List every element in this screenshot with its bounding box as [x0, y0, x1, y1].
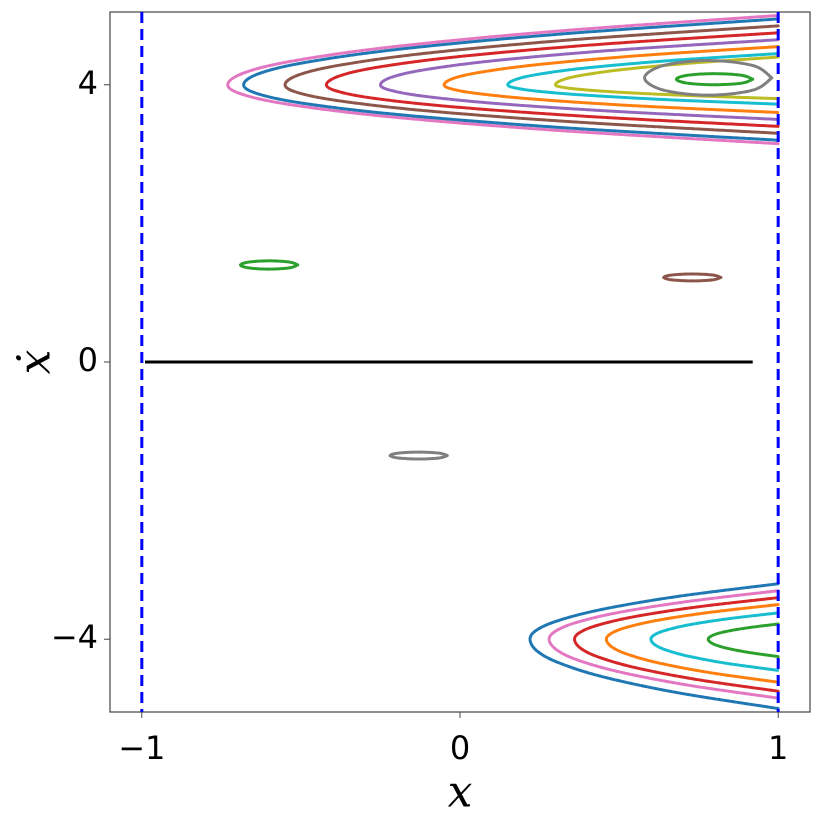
orbit-curve	[604, 603, 780, 684]
orbit-curve	[553, 55, 780, 101]
orbit-curve	[442, 45, 780, 114]
orbit-curve	[547, 589, 780, 700]
orbit-curve	[662, 272, 723, 283]
y-tick-label: 0	[78, 341, 98, 379]
orbit-curve	[283, 24, 780, 135]
orbit-curve	[528, 582, 780, 711]
orbit-curve	[238, 259, 300, 271]
x-axis-label: x	[448, 767, 473, 818]
x-tick-label: 1	[768, 729, 788, 767]
orbit-curve	[324, 31, 780, 128]
orbit-curve	[643, 59, 774, 97]
orbit-curve	[226, 13, 780, 146]
y-tick-label: −4	[51, 618, 98, 656]
orbit-curve	[242, 17, 780, 142]
orbit-curve	[573, 596, 780, 693]
x-tick-label: 0	[450, 729, 470, 767]
orbit-curve	[706, 622, 780, 659]
orbit-curve	[649, 611, 780, 672]
orbit-curve	[506, 52, 780, 106]
y-tick-label: 4	[78, 64, 98, 102]
orbit-curve	[378, 38, 780, 121]
orbit-curve	[674, 72, 755, 87]
y-axis-label: ẋ	[10, 349, 61, 374]
plot-area	[140, 12, 780, 712]
orbit-curve	[388, 450, 449, 461]
x-tick-label: −1	[118, 729, 165, 767]
